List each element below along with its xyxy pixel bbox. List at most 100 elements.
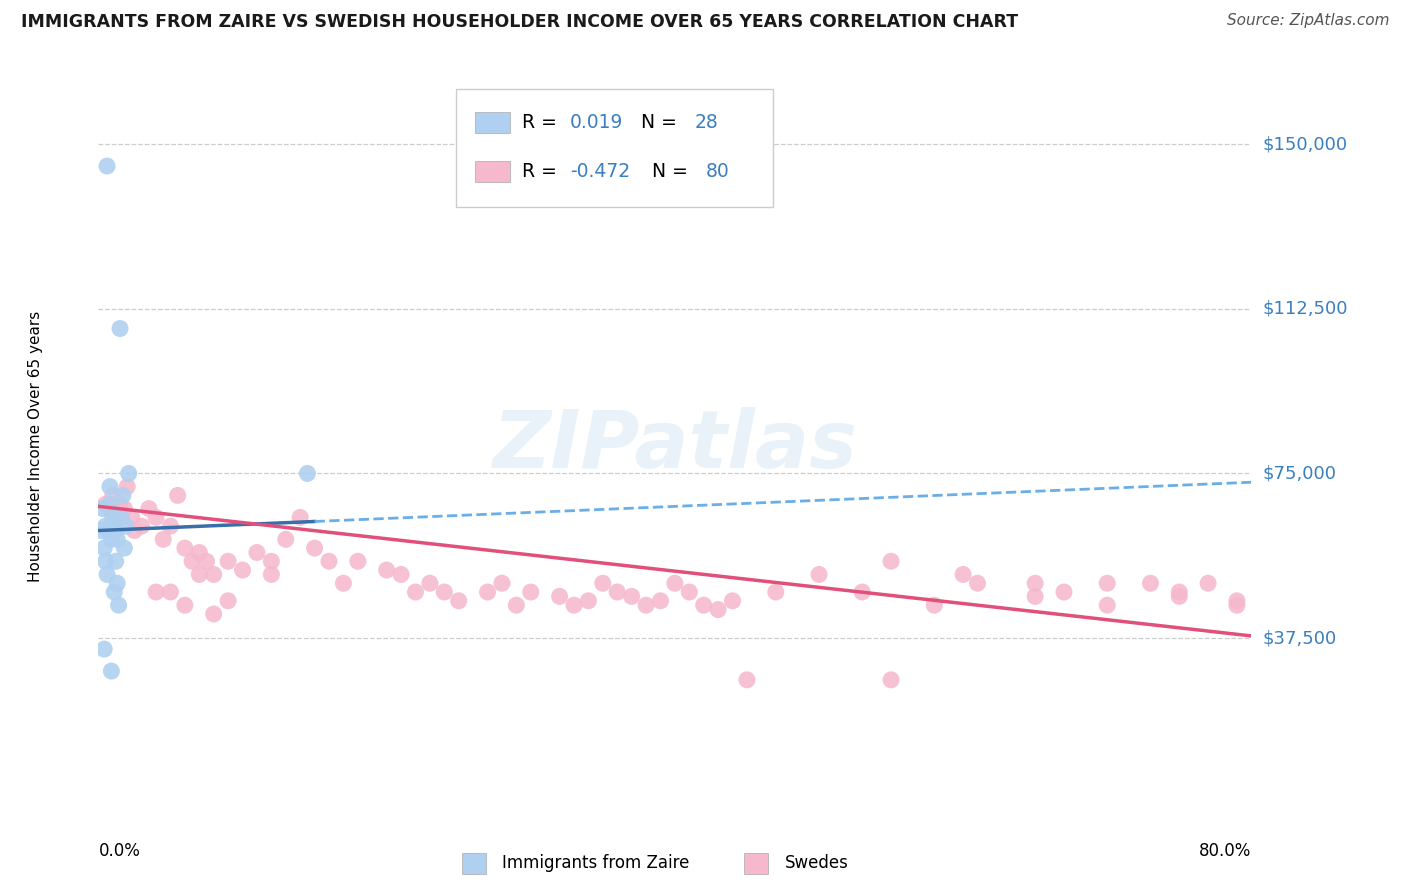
Point [108,321,131,335]
Point [1168,590,1191,604]
Point [103,585,125,599]
Point [181,554,204,568]
Point [765,585,787,599]
Point [260,554,283,568]
Point [188,545,211,559]
Point [101,510,124,524]
Point [97,524,120,538]
Point [707,602,730,616]
Point [1197,576,1219,591]
Point [1168,585,1191,599]
Point [100,533,122,547]
Point [94,497,117,511]
Point [880,554,903,568]
Point [91,501,114,516]
Point [1024,590,1046,604]
Point [117,480,138,494]
Point [346,554,368,568]
Point [152,533,174,547]
Point [477,585,499,599]
Point [121,510,143,524]
Point [318,554,340,568]
Text: N =: N = [628,113,683,132]
Point [124,524,146,538]
Point [721,594,744,608]
Point [174,598,197,612]
Point [105,533,128,547]
Point [195,554,218,568]
Point [107,598,129,612]
Point [678,585,700,599]
Point [1226,594,1249,608]
Text: Swedes: Swedes [785,855,848,872]
Text: $150,000: $150,000 [1263,135,1347,153]
Text: $37,500: $37,500 [1263,629,1337,647]
Point [548,590,571,604]
Point [104,510,127,524]
Point [650,594,672,608]
Text: N =: N = [640,161,695,181]
Point [118,467,141,481]
Text: Source: ZipAtlas.com: Source: ZipAtlas.com [1226,13,1389,29]
Point [1024,576,1046,591]
Text: R =: R = [522,113,562,132]
Point [246,545,269,559]
Point [101,515,124,529]
FancyBboxPatch shape [475,112,510,134]
Point [93,642,115,657]
Text: 80.0%: 80.0% [1199,842,1251,860]
Point [1226,598,1249,612]
Point [108,497,131,511]
Point [90,524,112,538]
Point [332,576,354,591]
Point [966,576,988,591]
Point [96,567,118,582]
Point [693,598,716,612]
Point [110,510,132,524]
Point [231,563,254,577]
Point [620,590,643,604]
Point [1097,598,1119,612]
Point [104,524,127,538]
Text: Immigrants from Zaire: Immigrants from Zaire [502,855,689,872]
Point [96,159,118,173]
Text: R =: R = [522,161,562,181]
Text: $112,500: $112,500 [1263,300,1348,318]
Point [93,541,115,555]
Point [562,598,585,612]
Point [112,541,135,555]
FancyBboxPatch shape [475,161,510,182]
Point [202,567,225,582]
Point [111,488,134,502]
Point [202,607,225,621]
FancyBboxPatch shape [744,853,768,874]
Point [188,567,211,582]
Point [880,673,903,687]
Point [98,480,121,494]
Point [491,576,513,591]
Point [576,594,599,608]
Text: 28: 28 [695,113,718,132]
FancyBboxPatch shape [456,89,773,207]
Point [735,673,758,687]
Point [131,519,153,533]
Point [304,541,326,555]
Point [505,598,527,612]
Point [98,501,121,516]
Point [274,533,297,547]
Point [100,664,122,678]
Point [101,488,124,502]
Point [138,501,160,516]
Point [952,567,974,582]
Point [159,519,181,533]
Point [405,585,427,599]
Point [375,563,398,577]
Point [433,585,456,599]
Text: ZIPatlas: ZIPatlas [492,407,858,485]
Point [664,576,686,591]
Point [145,585,167,599]
Point [174,541,197,555]
Point [159,585,181,599]
Point [94,554,117,568]
Point [166,488,188,502]
